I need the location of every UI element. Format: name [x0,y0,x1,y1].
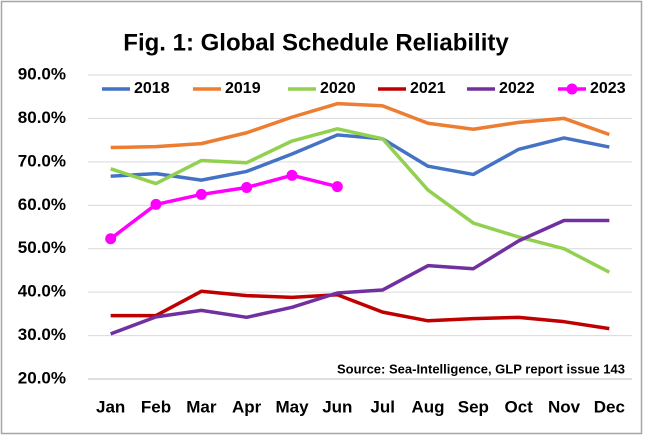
legend-label: 2020 [320,80,356,97]
x-tick-label: Aug [411,397,444,416]
legend-label: 2018 [134,80,170,97]
series-marker [195,188,207,200]
x-tick-label: Jan [96,397,125,416]
x-tick-label: Feb [141,397,171,416]
series-marker [105,233,117,245]
chart-border [0,0,643,435]
legend-label: 2022 [499,80,535,97]
x-tick-label: Jun [322,397,352,416]
x-tick-label: Jul [370,397,395,416]
y-tick-label: 20.0% [18,368,66,387]
legend-marker [566,83,578,95]
series-line [109,173,338,241]
y-tick-label: 60.0% [18,195,66,214]
y-tick-label: 40.0% [18,282,66,301]
source-note: Source: Sea-Intelligence, GLP report iss… [337,361,625,376]
x-tick-label: Nov [548,397,581,416]
series-line [110,101,610,150]
x-tick-label: May [275,397,309,416]
y-tick-label: 70.0% [18,151,66,170]
series-marker [241,181,253,193]
y-tick-label: 80.0% [18,108,66,127]
legend-label: 2021 [410,80,446,97]
x-tick-label: Mar [186,397,217,416]
legend-label: 2019 [225,80,261,97]
series-line [110,218,610,336]
x-tick-label: Sep [458,397,489,416]
x-tick-label: Dec [594,397,625,416]
series-marker [286,169,298,181]
legend-label: 2023 [590,80,626,97]
y-tick-label: 50.0% [18,238,66,257]
series-line [110,133,610,182]
chart-title: Fig. 1: Global Schedule Reliability [123,29,509,56]
x-tick-label: Oct [504,397,533,416]
y-tick-label: 90.0% [18,64,66,83]
y-tick-label: 30.0% [18,325,66,344]
x-tick-label: Apr [232,397,262,416]
series-marker [150,198,162,210]
series-marker [331,181,343,193]
series-line [110,289,610,331]
